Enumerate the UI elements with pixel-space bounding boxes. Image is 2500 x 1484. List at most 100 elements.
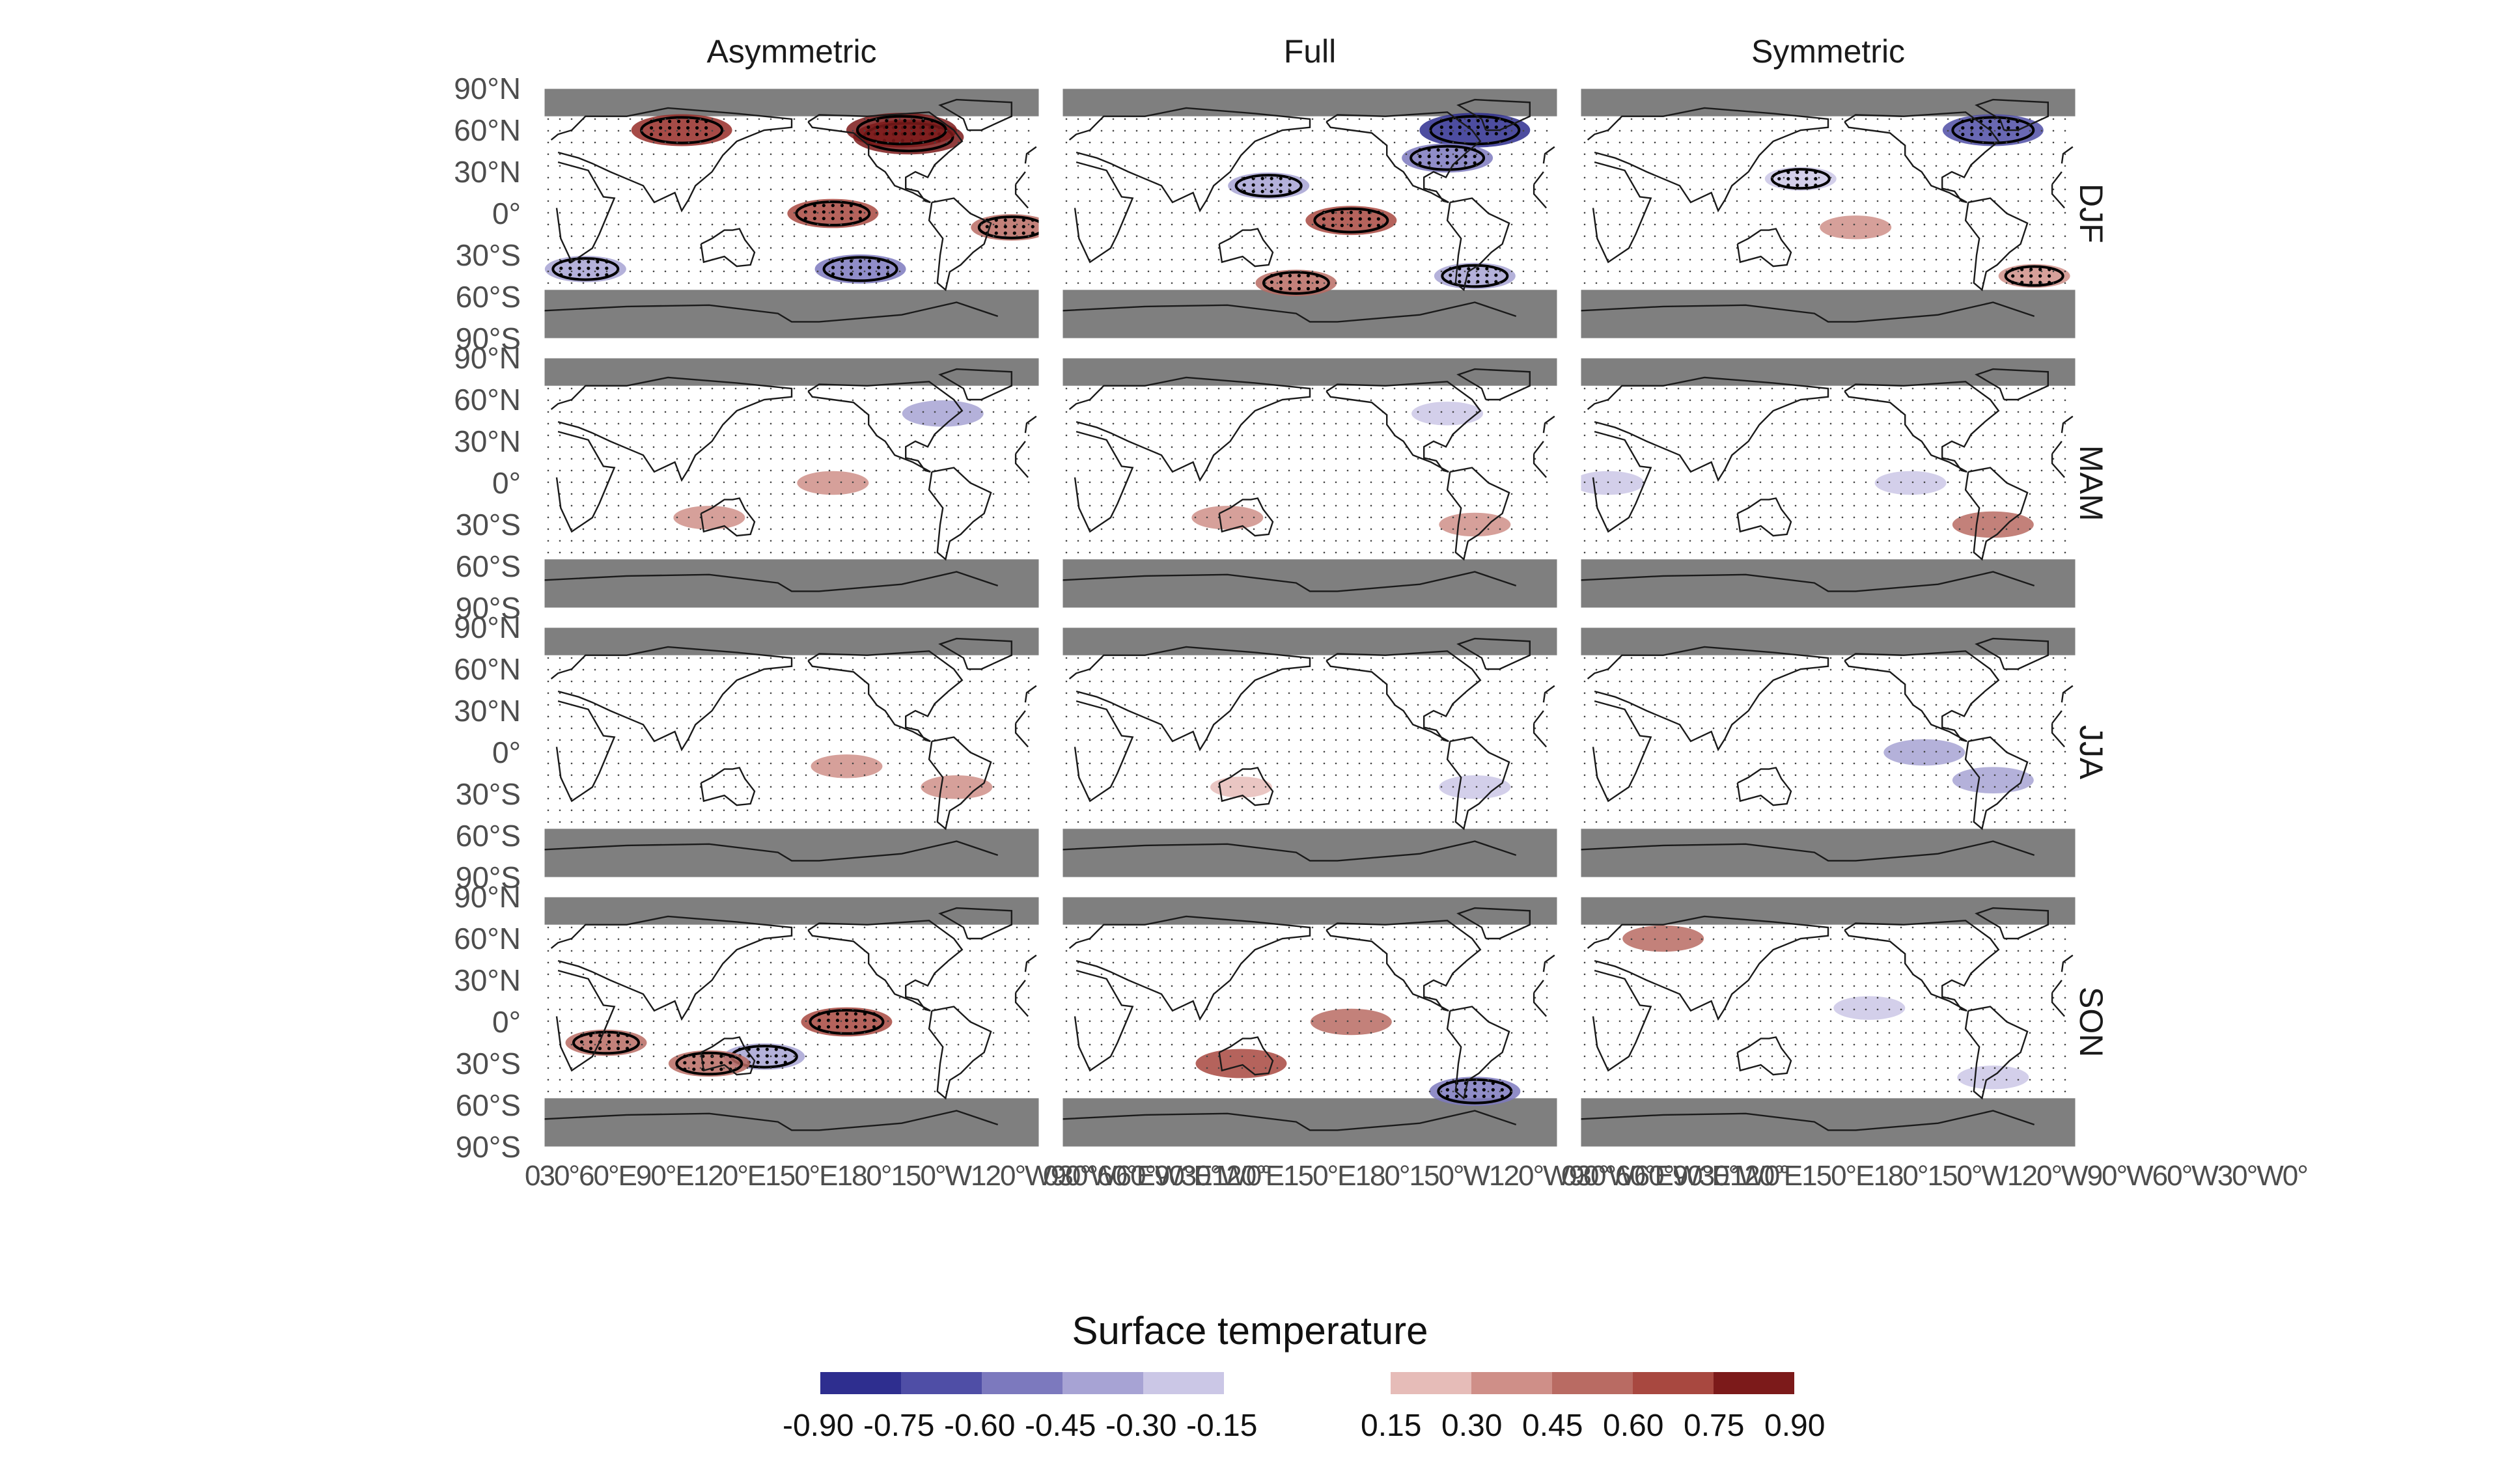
grid-dot xyxy=(934,282,936,284)
grid-dot xyxy=(1806,434,1809,437)
grid-dot xyxy=(992,176,995,179)
grid-dot xyxy=(1759,188,1762,191)
grid-dot xyxy=(980,540,983,542)
grid-dot xyxy=(840,458,842,460)
grid-dot xyxy=(688,458,690,460)
grid-dot xyxy=(828,176,831,179)
grid-dot xyxy=(1665,282,1668,284)
grid-dot xyxy=(1865,188,1867,191)
grid-dot xyxy=(1323,516,1326,519)
grid-dot xyxy=(1876,387,1879,390)
grid-dot xyxy=(1993,153,1996,156)
grid-dot xyxy=(1428,399,1431,402)
grid-dot xyxy=(1370,270,1372,273)
grid-dot xyxy=(1818,458,1820,460)
grid-dot xyxy=(1100,176,1103,179)
grid-dot xyxy=(1147,153,1150,156)
grid-dot xyxy=(781,235,784,238)
grid-dot xyxy=(1346,118,1349,120)
grid-dot xyxy=(1135,411,1138,413)
grid-dot xyxy=(1712,212,1715,214)
grid-dot xyxy=(1206,212,1208,214)
grid-dot xyxy=(992,141,995,144)
grid-dot xyxy=(1970,446,1973,448)
grid-dot xyxy=(875,235,878,238)
grid-dot xyxy=(1522,176,1525,179)
grid-dot xyxy=(1135,657,1138,659)
grid-dot xyxy=(1311,223,1314,226)
africa-outline xyxy=(1074,430,1547,533)
grid-dot xyxy=(1182,411,1185,413)
grid-dot xyxy=(1736,540,1738,542)
stipple-dot xyxy=(1270,280,1273,284)
grid-dot xyxy=(582,516,585,519)
grid-dot xyxy=(887,458,889,460)
grid-dot xyxy=(1194,411,1197,413)
grid-dot xyxy=(1004,739,1007,741)
grid-dot xyxy=(1299,434,1302,437)
grid-dot xyxy=(1241,176,1243,179)
grid-dot xyxy=(863,176,866,179)
grid-dot xyxy=(1888,469,1891,472)
grid-dot xyxy=(1323,153,1326,156)
grid-dot xyxy=(652,247,655,249)
grid-dot xyxy=(2029,387,2031,390)
grid-dot xyxy=(793,235,796,238)
grid-dot xyxy=(1004,797,1007,800)
grid-dot xyxy=(1865,282,1867,284)
grid-dot xyxy=(652,270,655,273)
grid-dot xyxy=(1747,387,1750,390)
grid-dot xyxy=(1888,223,1891,226)
south-america-outline xyxy=(1446,467,1510,561)
grid-dot xyxy=(1900,399,1902,402)
grid-dot xyxy=(1335,212,1337,214)
grid-dot xyxy=(723,165,725,167)
grid-dot xyxy=(1147,692,1150,694)
grid-dot xyxy=(910,657,913,659)
grid-dot xyxy=(746,223,749,226)
grid-dot xyxy=(1264,223,1267,226)
stipple-dot xyxy=(1503,131,1507,135)
anomaly-region xyxy=(1419,113,1531,148)
grid-dot xyxy=(605,504,608,507)
grid-dot xyxy=(547,458,549,460)
grid-dot xyxy=(688,493,690,495)
grid-dot xyxy=(1206,270,1208,273)
grid-dot xyxy=(1288,422,1290,425)
grid-dot xyxy=(570,446,573,448)
grid-dot xyxy=(898,727,901,730)
grid-dot xyxy=(1182,434,1185,437)
grid-dot xyxy=(898,458,901,460)
grid-dot xyxy=(1335,387,1337,390)
grid-dot xyxy=(1417,422,1419,425)
grid-dot xyxy=(1124,235,1126,238)
grid-dot xyxy=(1147,540,1150,542)
grid-dot xyxy=(1335,165,1337,167)
grid-dot xyxy=(1958,446,1961,448)
grid-dot xyxy=(1546,540,1548,542)
grid-dot xyxy=(1112,399,1115,402)
grid-dot xyxy=(1794,411,1797,413)
grid-dot xyxy=(1089,762,1091,765)
grid-dot xyxy=(1311,411,1314,413)
anomaly-region xyxy=(544,256,626,282)
grid-dot xyxy=(1335,223,1337,226)
grid-dot xyxy=(1124,399,1126,402)
grid-dot xyxy=(641,692,643,694)
grid-dot xyxy=(1229,551,1232,554)
grid-dot xyxy=(828,153,831,156)
grid-dot xyxy=(793,387,796,390)
grid-dot xyxy=(1405,118,1408,120)
grid-dot xyxy=(1276,165,1279,167)
grid-dot xyxy=(852,188,854,191)
grid-dot xyxy=(1217,540,1220,542)
grid-dot xyxy=(711,223,714,226)
grid-dot xyxy=(1522,188,1525,191)
grid-dot xyxy=(1829,399,1832,402)
africa-outline xyxy=(1074,161,1547,264)
grid-dot xyxy=(1241,540,1243,542)
grid-dot xyxy=(1841,200,1844,202)
grid-dot xyxy=(793,551,796,554)
grid-dot xyxy=(1829,118,1832,120)
grid-dot xyxy=(1923,387,1926,390)
